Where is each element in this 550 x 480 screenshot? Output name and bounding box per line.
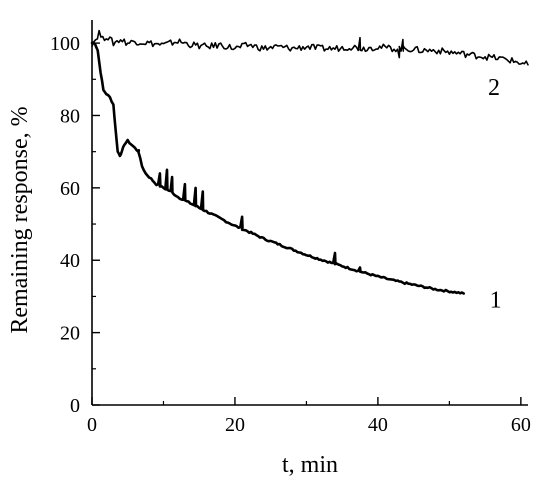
y-tick-label: 20 [60, 323, 80, 345]
axes [91, 20, 528, 406]
x-tick-label: 0 [87, 414, 97, 436]
curve-labels: 12 [488, 75, 502, 314]
y-axis-title: Remaining response, % [7, 106, 33, 333]
y-tick-label: 60 [60, 178, 80, 200]
x-tick-label: 60 [511, 414, 531, 436]
y-tick-label: 100 [50, 33, 80, 55]
series-line-1 [90, 41, 465, 295]
x-tick-label: 20 [225, 414, 245, 436]
tick-marks [91, 42, 522, 406]
y-tick-label: 0 [70, 395, 80, 417]
y-tick-label: 40 [60, 250, 80, 272]
y-tick-label: 80 [60, 105, 80, 127]
curve-label-2: 2 [488, 75, 500, 101]
curve-label-1: 1 [490, 288, 502, 314]
series-lines [90, 29, 529, 295]
x-axis-title: t, min [282, 452, 338, 478]
series-line-2 [91, 29, 529, 66]
tick-labels: 0 20 40 60 0 20 40 60 80 100 [50, 33, 531, 436]
x-tick-label: 40 [368, 414, 388, 436]
